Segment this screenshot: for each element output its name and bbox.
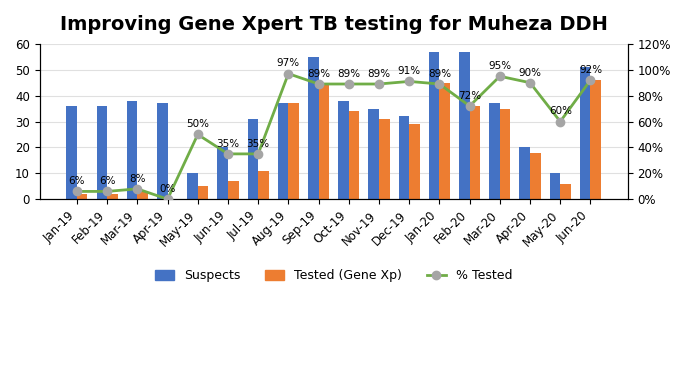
Bar xyxy=(470,106,480,199)
% Tested xyxy=(73,189,81,194)
Bar xyxy=(137,191,148,199)
Bar xyxy=(127,101,137,199)
Bar xyxy=(278,104,288,199)
% Tested xyxy=(496,74,504,78)
% Tested xyxy=(405,79,414,84)
Bar xyxy=(379,119,390,199)
Text: 6%: 6% xyxy=(69,176,85,186)
% Tested xyxy=(193,132,202,137)
Line: % Tested: % Tested xyxy=(73,69,595,203)
Bar xyxy=(318,83,329,199)
Text: 89%: 89% xyxy=(428,69,451,79)
Bar xyxy=(591,80,601,199)
Bar xyxy=(67,106,77,199)
Bar xyxy=(459,52,470,199)
% Tested xyxy=(587,78,595,83)
Text: 97%: 97% xyxy=(277,59,300,68)
Text: 6%: 6% xyxy=(99,176,115,186)
Text: 35%: 35% xyxy=(216,139,239,149)
Bar xyxy=(217,147,228,199)
Text: 35%: 35% xyxy=(246,139,270,149)
% Tested xyxy=(284,71,292,76)
Bar xyxy=(489,104,500,199)
Text: 0%: 0% xyxy=(159,184,176,194)
Legend: Suspects, Tested (Gene Xp), % Tested: Suspects, Tested (Gene Xp), % Tested xyxy=(150,265,517,288)
Text: 60%: 60% xyxy=(549,106,571,116)
% Tested xyxy=(224,152,232,156)
% Tested xyxy=(163,197,172,201)
Bar xyxy=(107,194,118,199)
% Tested xyxy=(556,119,565,124)
Text: 8%: 8% xyxy=(129,174,145,184)
Text: 91%: 91% xyxy=(398,66,421,76)
Bar xyxy=(519,147,530,199)
Bar xyxy=(258,171,269,199)
Bar xyxy=(500,109,510,199)
Bar xyxy=(580,67,591,199)
Bar xyxy=(530,152,541,199)
Bar xyxy=(399,116,410,199)
Bar xyxy=(410,124,420,199)
Bar xyxy=(157,104,167,199)
Bar xyxy=(429,52,440,199)
% Tested xyxy=(133,187,141,191)
% Tested xyxy=(526,80,534,85)
Bar xyxy=(308,57,318,199)
Bar xyxy=(77,194,88,199)
% Tested xyxy=(344,82,353,87)
Text: 89%: 89% xyxy=(368,69,390,79)
Bar xyxy=(288,104,299,199)
% Tested xyxy=(375,82,383,87)
Text: 92%: 92% xyxy=(579,65,602,75)
% Tested xyxy=(436,82,444,87)
Text: 89%: 89% xyxy=(338,69,360,79)
Bar xyxy=(187,173,198,199)
Bar xyxy=(549,173,560,199)
Text: 72%: 72% xyxy=(458,91,481,101)
Bar xyxy=(368,109,379,199)
Text: 50%: 50% xyxy=(186,119,209,129)
Text: 89%: 89% xyxy=(307,69,330,79)
Text: 90%: 90% xyxy=(519,68,541,78)
Bar xyxy=(248,119,258,199)
% Tested xyxy=(254,152,262,156)
Bar xyxy=(440,83,450,199)
% Tested xyxy=(103,189,111,194)
Title: Improving Gene Xpert TB testing for Muheza DDH: Improving Gene Xpert TB testing for Muhe… xyxy=(60,15,608,34)
Bar xyxy=(198,186,209,199)
% Tested xyxy=(314,82,322,87)
% Tested xyxy=(466,104,474,108)
Bar xyxy=(97,106,107,199)
Bar xyxy=(560,184,571,199)
Bar xyxy=(338,101,348,199)
Bar xyxy=(228,181,239,199)
Bar xyxy=(348,111,359,199)
Text: 95%: 95% xyxy=(488,61,511,71)
